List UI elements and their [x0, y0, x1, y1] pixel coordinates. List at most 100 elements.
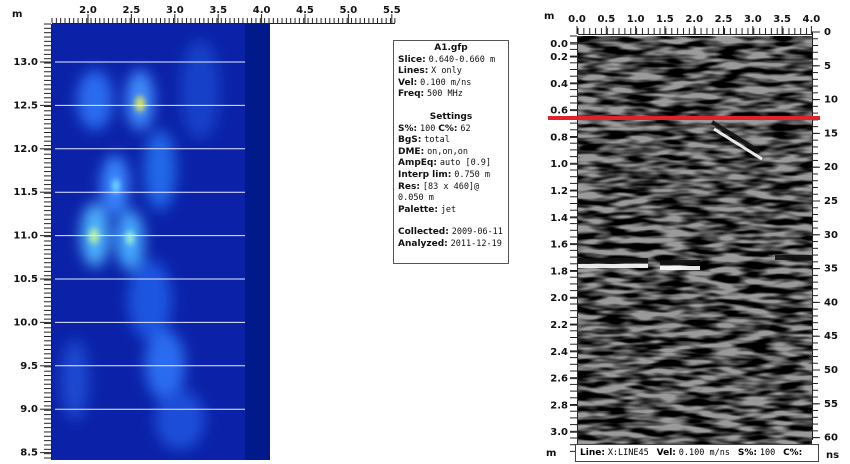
field-value: 100 [759, 448, 776, 458]
field-label: DME: [398, 146, 425, 157]
x-tick-label: 2.5 [123, 5, 141, 16]
field-label: S%: [398, 123, 418, 134]
y-tick-label: 12.0 [13, 144, 38, 155]
x-tick-label: 3.5 [773, 14, 791, 25]
field-label: Vel: [656, 448, 676, 458]
x-tick-label: 0.5 [597, 14, 615, 25]
info-panel: A1.gfp Slice: 0.640-0.660 m Lines: X only… [393, 40, 509, 264]
spacer [398, 216, 504, 227]
x-tick-label: 2.0 [79, 5, 97, 16]
field-value: [83 x 460]@ 0.050 m [398, 181, 480, 204]
x-tick-label: 3.0 [166, 5, 184, 16]
field-value: on,on,on [427, 146, 469, 157]
time-tick-label: 45 [824, 331, 838, 342]
x-tick-label: 3.0 [744, 14, 762, 25]
field-value: X only [431, 66, 462, 77]
field-label: Slice: [398, 54, 426, 65]
field-label: C%: [438, 123, 458, 134]
y-tick-label: 0.2 [550, 52, 568, 63]
y-tick-label: 12.5 [13, 100, 38, 111]
y-tick-label: 2.8 [550, 400, 568, 411]
field-value: 62 [460, 123, 471, 134]
field-value: auto [0.9] [439, 158, 492, 169]
x-tick-label: 1.5 [656, 14, 674, 25]
file-name: A1.gfp [434, 43, 468, 53]
y-tick-label: 2.2 [550, 320, 568, 331]
axis-unit: m [544, 11, 554, 22]
info-line: Res: [83 x 460]@ 0.050 m [398, 182, 504, 205]
x-tick-label: 3.5 [209, 5, 227, 16]
info-line: S%: 100 C%: 62 [398, 124, 504, 136]
y-tick-label: 1.4 [550, 213, 568, 224]
time-tick-label: 10 [824, 95, 838, 106]
field-label: Line: [580, 448, 605, 458]
time-tick-label: 55 [824, 399, 838, 410]
axis-unit: m [546, 448, 556, 459]
info-title: A1.gfp [398, 43, 504, 55]
section-title: Settings [429, 111, 473, 122]
field-value: 500 MHz [427, 89, 463, 100]
field-label: Vel: [398, 77, 418, 88]
spacer [398, 101, 504, 112]
y-tick-label: 9.0 [20, 404, 38, 415]
time-tick-label: 5 [824, 61, 831, 72]
y-tick-label: 3.0 [550, 427, 568, 438]
y-tick-label: 0.6 [550, 106, 568, 117]
y-tick-label: 2.6 [550, 374, 568, 385]
time-tick-label: 20 [824, 162, 838, 173]
x-tick-label: 5.0 [340, 5, 358, 16]
y-tick-label: 0.8 [550, 132, 568, 143]
field-value: 100 [419, 123, 436, 134]
field-value: 2011-12-19 [450, 238, 502, 249]
field-label: Lines: [398, 66, 429, 77]
info-line: DME: on,on,on [398, 147, 504, 159]
y-tick-label: 2.4 [550, 347, 568, 358]
y-tick-label: 1.8 [550, 266, 568, 277]
x-tick-label: 2.5 [715, 14, 733, 25]
y-tick-label: 10.0 [13, 317, 38, 328]
info-line: Slice: 0.640-0.660 m [398, 55, 504, 67]
x-tick-label: 4.0 [803, 14, 821, 25]
axis-unit: m [12, 9, 22, 20]
field-value: 0.750 m [454, 169, 491, 180]
settings-title: Settings [398, 112, 504, 124]
status-bar: Line: X:LINE45 Vel: 0.100 m/ns S%: 100 C… [575, 444, 819, 462]
info-line: Freq: 500 MHz [398, 89, 504, 101]
info-line: Collected: 2009-06-11 [398, 227, 504, 239]
time-tick-label: 30 [824, 230, 838, 241]
field-label: Freq: [398, 89, 425, 100]
field-value: jet [440, 204, 457, 215]
y-tick-label: 11.5 [13, 187, 38, 198]
field-label: Res: [398, 181, 420, 192]
field-value: 0.100 m/ns [420, 77, 472, 88]
y-tick-label: 1.2 [550, 186, 568, 197]
x-tick-label: 5.5 [383, 5, 401, 16]
y-tick-label: 13.0 [13, 57, 38, 68]
info-line: Lines: X only [398, 66, 504, 78]
time-tick-label: 35 [824, 264, 838, 275]
info-line: Vel: 0.100 m/ns [398, 78, 504, 90]
time-tick-label: 60 [824, 433, 838, 444]
x-tick-label: 4.5 [296, 5, 314, 16]
y-tick-label: 11.0 [13, 231, 38, 242]
time-tick-label: 0 [824, 27, 831, 38]
radargram [578, 36, 812, 458]
info-line: AmpEq: auto [0.9] [398, 158, 504, 170]
depth-slice [52, 24, 270, 460]
field-label: BgS: [398, 135, 422, 146]
field-value: total [424, 135, 450, 146]
time-tick-label: 25 [824, 196, 838, 207]
y-tick-label: 1.6 [550, 240, 568, 251]
field-label: Palette: [398, 204, 438, 215]
time-tick-label: 50 [824, 365, 838, 376]
y-tick-label: 10.5 [13, 274, 38, 285]
y-tick-label: 1.0 [550, 159, 568, 170]
field-value: X:LINE45 [607, 448, 649, 458]
field-value: 0.640-0.660 m [428, 54, 496, 65]
field-label: S%: [737, 448, 757, 458]
y-tick-label: 0.4 [550, 79, 568, 90]
field-value: 2009-06-11 [451, 227, 503, 238]
info-line: Palette: jet [398, 205, 504, 217]
